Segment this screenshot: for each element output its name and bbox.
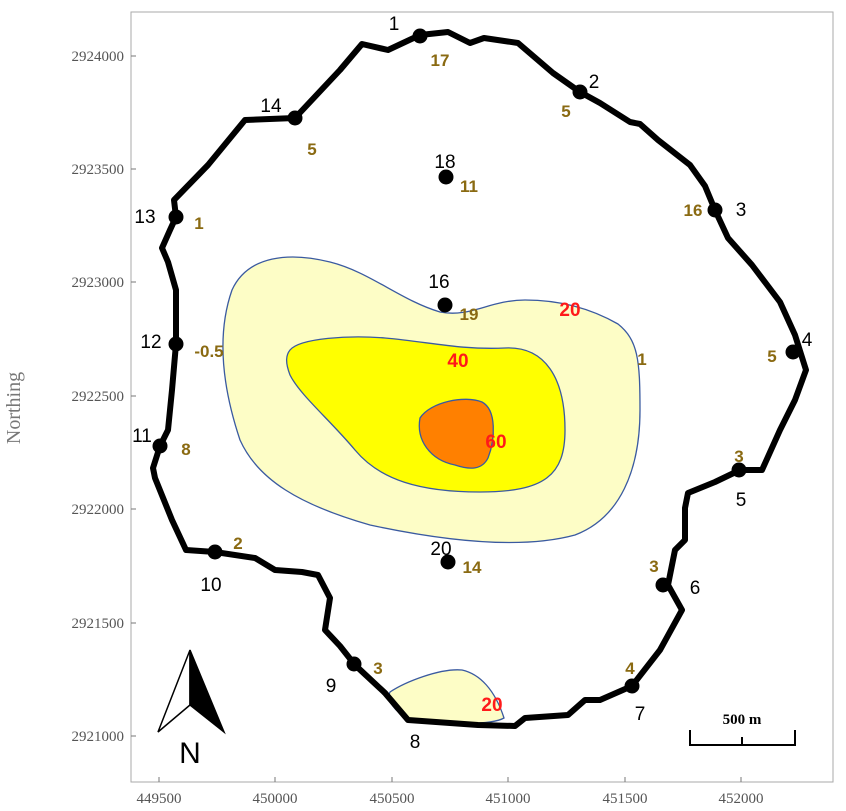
sample-point-value: 8 — [181, 440, 190, 459]
sample-point-marker — [440, 554, 456, 570]
sample-point-1: 1 17 — [389, 14, 450, 70]
sample-point-id: 7 — [635, 704, 646, 725]
sample-point-id: 4 — [802, 330, 813, 351]
sample-point-value: 3 — [649, 557, 658, 576]
sample-point-value: 11 — [460, 177, 478, 196]
sample-point-marker — [168, 209, 184, 225]
north-label: N — [179, 737, 201, 770]
sample-point-value: 2 — [233, 534, 242, 553]
sample-point-value: 19 — [460, 305, 479, 324]
sample-point-id: 20 — [430, 539, 451, 560]
sample-point-marker — [655, 577, 671, 593]
contour-layer — [222, 256, 641, 724]
x-tick-label: 452000 — [719, 791, 764, 807]
contour-label-60: 60 — [485, 432, 506, 453]
sample-point-value: 5 — [561, 102, 570, 121]
sample-point-6: 63 — [649, 557, 700, 599]
sample-point-marker — [412, 28, 428, 44]
survey-boundary — [150, 29, 809, 729]
sample-point-11: 11 8 — [132, 426, 191, 459]
sample-point-marker — [152, 438, 168, 454]
contour-labels: 20 40 60 20 1 — [447, 300, 646, 716]
sample-point-id: 3 — [736, 200, 747, 221]
sample-point-id: 16 — [428, 272, 449, 293]
sample-point-2: 25 — [561, 72, 599, 121]
y-axis-title: Northing — [3, 372, 25, 444]
y-tick-label: 2923500 — [72, 162, 125, 178]
sample-point-14: 14 5 — [260, 96, 316, 159]
sample-point-12: 12 -0.5 — [140, 332, 223, 361]
sample-point-value: -0.5 — [194, 342, 223, 361]
sample-point-4: 45 — [767, 330, 812, 366]
x-tick-label: 450000 — [253, 791, 298, 807]
sample-point-5: 53 — [731, 447, 747, 511]
contour-60-area — [418, 398, 494, 469]
sample-point-id: 2 — [589, 72, 600, 93]
x-tick-label: 451500 — [603, 791, 648, 807]
sample-point-id: 14 — [260, 96, 282, 117]
contour-label-40: 40 — [447, 351, 468, 372]
sample-point-marker — [168, 336, 184, 352]
y-tick-label: 2921000 — [72, 729, 125, 745]
sample-point-id: 13 — [134, 207, 155, 228]
sample-point-marker — [438, 169, 454, 185]
north-arrow-icon: N — [157, 649, 226, 770]
sample-point-9: 93 — [326, 656, 383, 697]
scale-bar-label: 500 m — [723, 712, 762, 728]
contour-label-edge: 1 — [637, 350, 646, 369]
y-tick-label: 2921500 — [72, 616, 125, 632]
sample-point-marker — [346, 656, 362, 672]
y-tick-label: 2922500 — [72, 389, 125, 405]
sample-point-id: 10 — [200, 575, 221, 596]
sample-point-value: 1 — [194, 214, 203, 233]
sample-point-marker — [287, 110, 303, 126]
sample-point-value: 14 — [463, 558, 482, 577]
sample-point-value: 17 — [431, 51, 450, 70]
sample-point-id: 12 — [140, 332, 161, 353]
x-tick-label: 449500 — [137, 791, 182, 807]
sample-point-7: 74 — [624, 659, 646, 725]
sample-point-id: 1 — [389, 14, 400, 35]
sample-point-value: 5 — [767, 347, 776, 366]
sample-point-marker — [437, 297, 453, 313]
y-axis: 2924000 2923500 2923000 2922500 2922000 29215… — [72, 49, 136, 745]
sample-point-value: 3 — [734, 447, 743, 466]
y-tick-label: 2924000 — [72, 49, 125, 65]
x-tick-label: 451000 — [486, 791, 531, 807]
contour-label-20-main: 20 — [559, 300, 580, 321]
scale-bar: 500 m — [689, 712, 796, 746]
sample-point-marker — [624, 678, 640, 694]
sample-point-marker — [572, 84, 588, 100]
sample-point-value: 5 — [307, 140, 316, 159]
sample-point-id: 18 — [434, 152, 455, 173]
sample-point-id: 5 — [736, 490, 747, 511]
sample-point-10: 10 2 — [200, 534, 242, 596]
x-axis: 449500 450000 450500 451000 451500 452000 — [137, 777, 764, 807]
sample-point-id: 6 — [690, 578, 701, 599]
sample-point-value: 3 — [373, 659, 382, 678]
sample-point-id: 8 — [410, 732, 421, 753]
sample-point-8: 8 — [410, 732, 421, 753]
sample-point-id: 9 — [326, 676, 337, 697]
sample-point-13: 13 1 — [134, 207, 203, 233]
sample-point-marker — [207, 544, 223, 560]
y-tick-label: 2922000 — [72, 502, 125, 518]
y-tick-label: 2923000 — [72, 275, 125, 291]
sample-point-value: 4 — [625, 659, 635, 678]
sample-point-3: 3 16 — [684, 200, 747, 221]
sample-point-marker — [731, 462, 747, 478]
contour-label-20-south: 20 — [481, 695, 502, 716]
sample-point-value: 16 — [684, 201, 703, 220]
sample-point-marker — [785, 344, 801, 360]
sample-point-id: 11 — [132, 426, 152, 447]
sample-point-marker — [707, 202, 723, 218]
x-tick-label: 450500 — [370, 791, 415, 807]
